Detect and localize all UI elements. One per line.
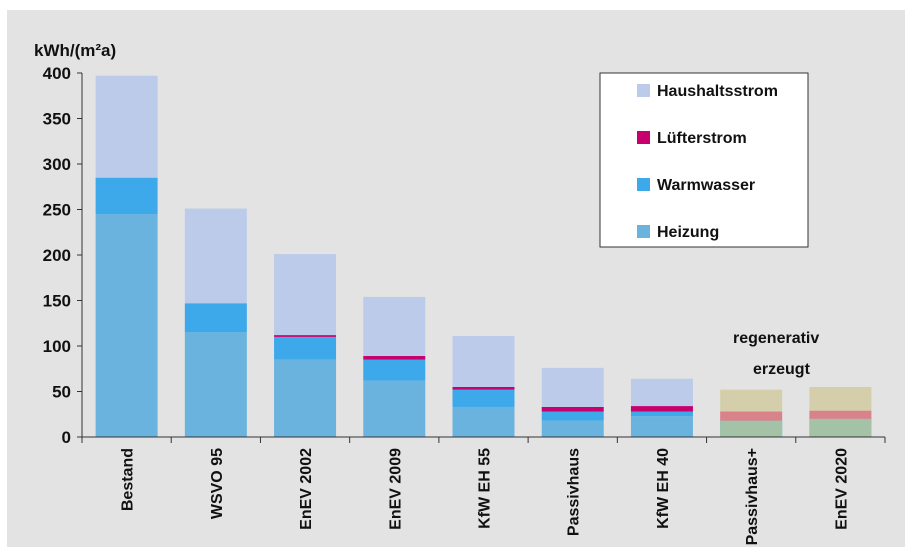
x-tick-label-passivhaus: Passivhaus+ — [744, 448, 761, 545]
bar-enev-2009-l-fterstrom — [363, 356, 426, 360]
bar-kfw-eh-55-warmwasser — [452, 389, 515, 407]
legend-label-warmwasser: Warmwasser — [657, 177, 755, 194]
x-ticks-group: Bestand WSVO 95 EnEV 2002 EnEV 2009 KfW EH 5… — [81, 437, 886, 545]
bar-kfw-eh-40-l-fterstrom — [630, 406, 693, 412]
bar-wsvo-95-haushaltsstrom — [184, 208, 247, 304]
bar-passivhaus-heizung — [541, 420, 604, 437]
y-tick-label-0: 0 — [62, 428, 71, 447]
x-tick-label-wsvo-95: WSVO 95 — [209, 448, 226, 519]
x-tick-label-bestand: Bestand — [120, 448, 137, 511]
overlay-bar-enev-2020-segment-3 — [809, 386, 872, 411]
bar-enev-2002-warmwasser — [274, 336, 337, 360]
legend: Haushaltsstrom Lüfterstrom Warmwasser Heizu… — [599, 72, 809, 248]
bar-enev-2002-heizung — [274, 359, 337, 437]
overlay-bar-passivhaus-segment-1 — [720, 420, 783, 437]
x-tick-label-enev-2020: EnEV 2020 — [833, 448, 850, 530]
x-tick-label-enev-2002: EnEV 2002 — [298, 448, 315, 530]
x-tick-label-kfw-eh-55: KfW EH 55 — [477, 448, 494, 529]
x-tick-label-passivhaus: Passivhaus — [566, 448, 583, 536]
annotation-line2: erzeugt — [753, 361, 811, 378]
bar-kfw-eh-40-heizung — [630, 416, 693, 437]
bar-bestand-heizung — [95, 214, 158, 437]
bar-kfw-eh-55-heizung — [452, 406, 515, 437]
bar-kfw-eh-55-haushaltsstrom — [452, 335, 515, 387]
bar-enev-2002-l-fterstrom — [274, 335, 337, 337]
x-tick-label-enev-2009: EnEV 2009 — [387, 448, 404, 530]
y-tick-label-50: 50 — [52, 383, 71, 402]
legend-label-heizung: Heizung — [657, 224, 719, 241]
bar-enev-2009-warmwasser — [363, 359, 426, 381]
legend-swatch-haushaltsstrom — [637, 84, 650, 97]
bar-wsvo-95-heizung — [184, 332, 247, 437]
bar-enev-2002-haushaltsstrom — [274, 254, 337, 336]
bar-enev-2009-haushaltsstrom — [363, 296, 426, 357]
y-tick-label-300: 300 — [43, 155, 71, 174]
y-tick-label-150: 150 — [43, 292, 71, 311]
bar-passivhaus-haushaltsstrom — [541, 367, 604, 407]
x-tick-label-kfw-eh-40: KfW EH 40 — [655, 448, 672, 529]
bar-enev-2009-heizung — [363, 380, 426, 437]
y-tick-label-100: 100 — [43, 337, 71, 356]
overlay-bar-enev-2020-segment-2 — [809, 410, 872, 419]
bar-kfw-eh-40-haushaltsstrom — [630, 378, 693, 407]
legend-swatch-warmwasser — [637, 178, 650, 191]
bar-wsvo-95-warmwasser — [184, 303, 247, 333]
y-tick-label-250: 250 — [43, 201, 71, 220]
y-tick-label-200: 200 — [43, 246, 71, 265]
y-axis-label: kWh/(m²a) — [34, 41, 116, 60]
legend-label-haushaltsstrom: Haushaltsstrom — [657, 83, 778, 100]
bar-bestand-warmwasser — [95, 177, 158, 215]
overlay-bar-passivhaus-segment-3 — [720, 389, 783, 412]
bar-passivhaus-warmwasser — [541, 411, 604, 421]
bar-kfw-eh-55-l-fterstrom — [452, 386, 515, 390]
y-tick-label-400: 400 — [43, 64, 71, 83]
annotation-line1: regenerativ — [733, 330, 819, 347]
y-tick-label-350: 350 — [43, 110, 71, 129]
overlay-bar-enev-2020-segment-1 — [809, 418, 872, 437]
legend-swatch-l-fterstrom — [637, 131, 650, 144]
bar-bestand-haushaltsstrom — [95, 75, 158, 178]
overlay-bar-passivhaus-segment-2 — [720, 411, 783, 421]
legend-label-l-fterstrom: Lüfterstrom — [657, 130, 747, 147]
bars-group — [95, 75, 872, 437]
bar-kfw-eh-40-warmwasser — [630, 411, 693, 417]
y-ticks-group: 0 50 100 150 200 250 300 350 400 — [43, 64, 82, 447]
bar-passivhaus-l-fterstrom — [541, 406, 604, 412]
legend-swatch-heizung — [637, 225, 650, 238]
legend-box — [599, 72, 809, 248]
